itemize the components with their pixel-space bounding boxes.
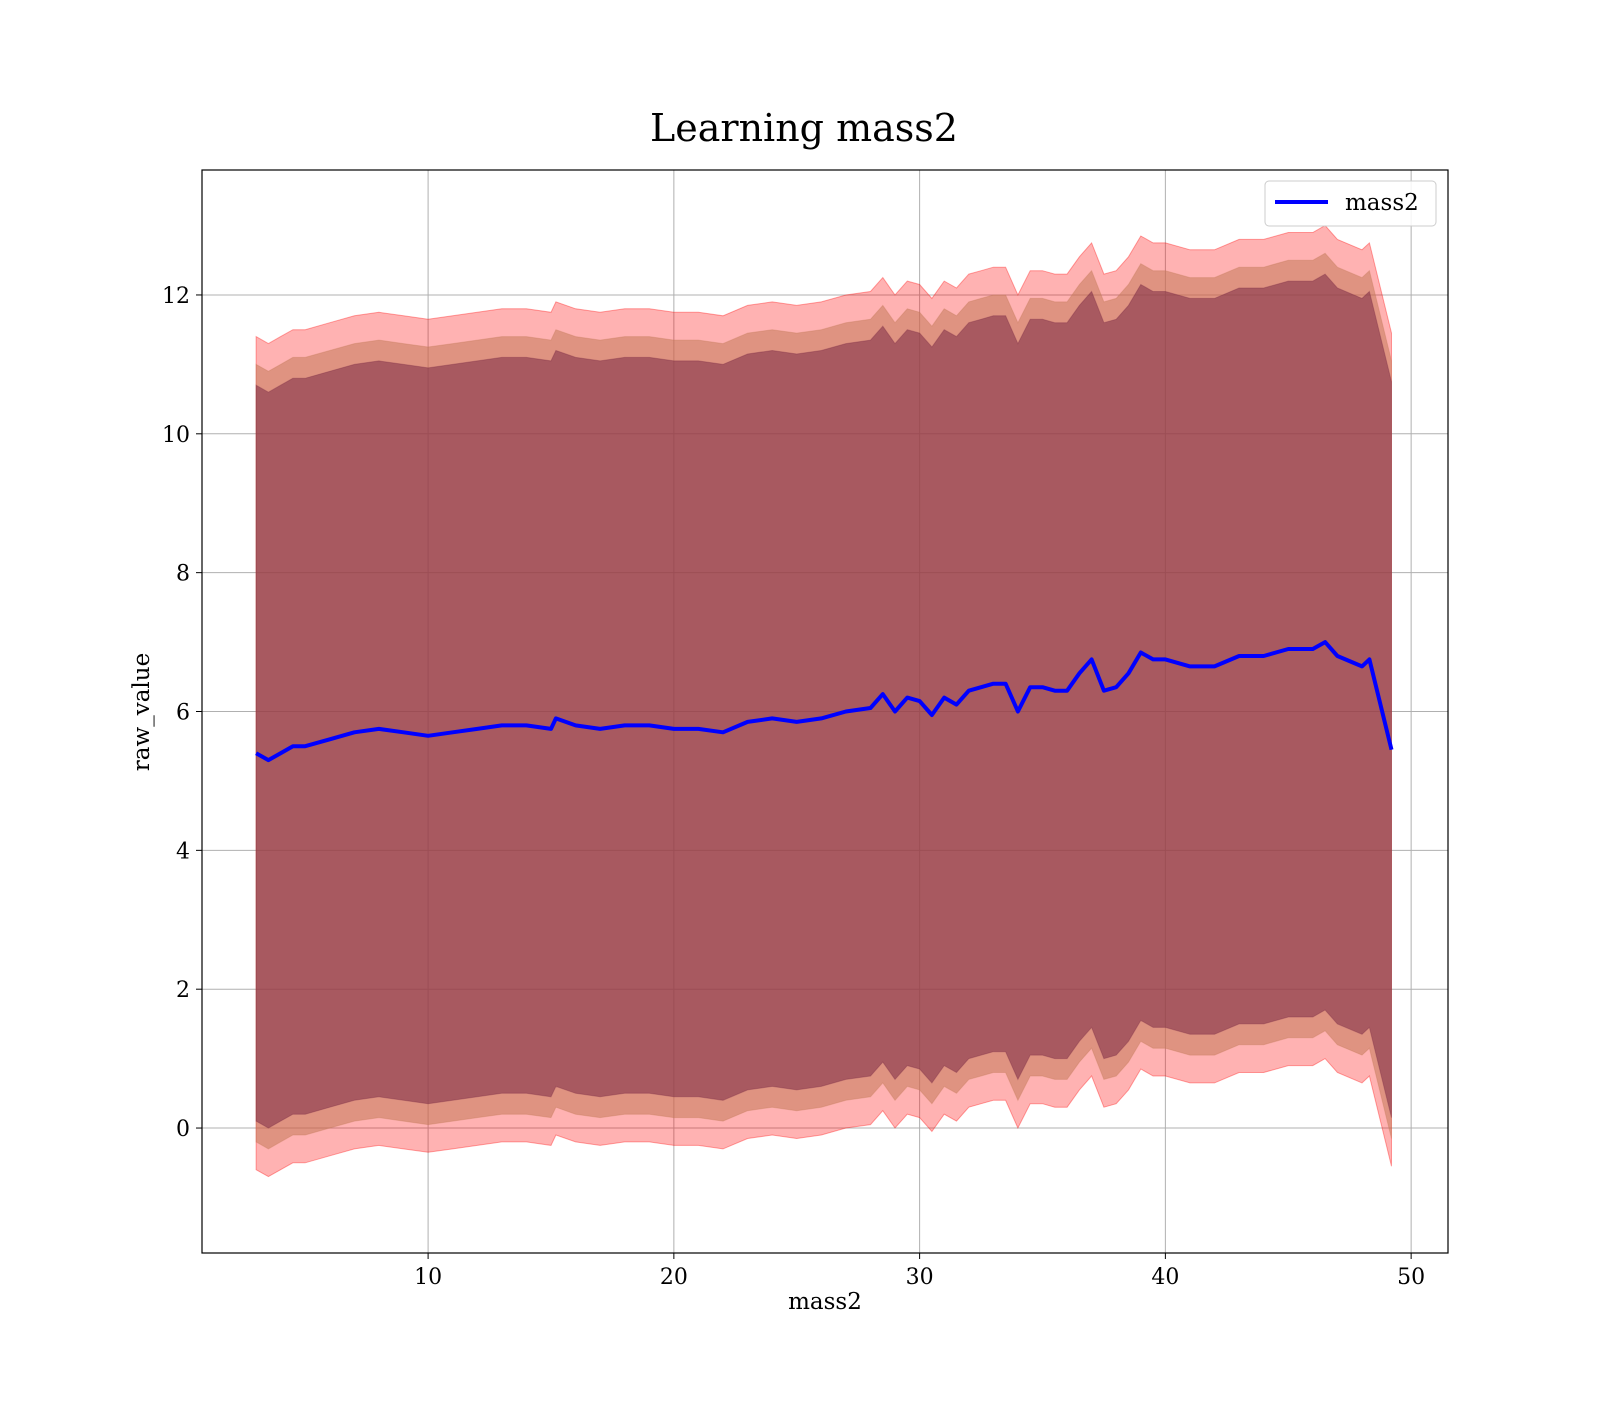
chart-title: Learning mass2 <box>650 106 958 150</box>
x-tick-layer: 10 20 30 40 50 <box>414 1253 1425 1290</box>
y-tick-layer: 0 2 4 6 8 10 12 <box>162 284 202 1142</box>
y-tick-label: 4 <box>176 839 190 864</box>
x-tick-label: 50 <box>1397 1265 1425 1290</box>
x-axis-label: mass2 <box>788 1289 862 1315</box>
legend-box <box>1264 180 1437 227</box>
legend-label: mass2 <box>1345 190 1419 216</box>
x-tick-label: 30 <box>906 1265 934 1290</box>
x-tick-label: 10 <box>414 1265 442 1290</box>
y-tick-label: 0 <box>176 1117 190 1142</box>
x-tick-label: 40 <box>1151 1265 1179 1290</box>
x-tick-label: 20 <box>660 1265 688 1290</box>
y-tick-label: 6 <box>176 701 190 726</box>
band-layer <box>255 224 1392 1178</box>
y-tick-label: 8 <box>176 562 190 587</box>
y-tick-label: 2 <box>176 978 190 1003</box>
confidence-band-inner <box>255 273 1392 1129</box>
legend: mass2 <box>1264 180 1437 227</box>
series-line-mass2 <box>255 640 1394 763</box>
y-axis-label: raw_value <box>129 653 155 771</box>
y-tick-label: 12 <box>162 284 190 309</box>
y-tick-label: 10 <box>162 423 190 448</box>
line-layer <box>255 640 1394 763</box>
